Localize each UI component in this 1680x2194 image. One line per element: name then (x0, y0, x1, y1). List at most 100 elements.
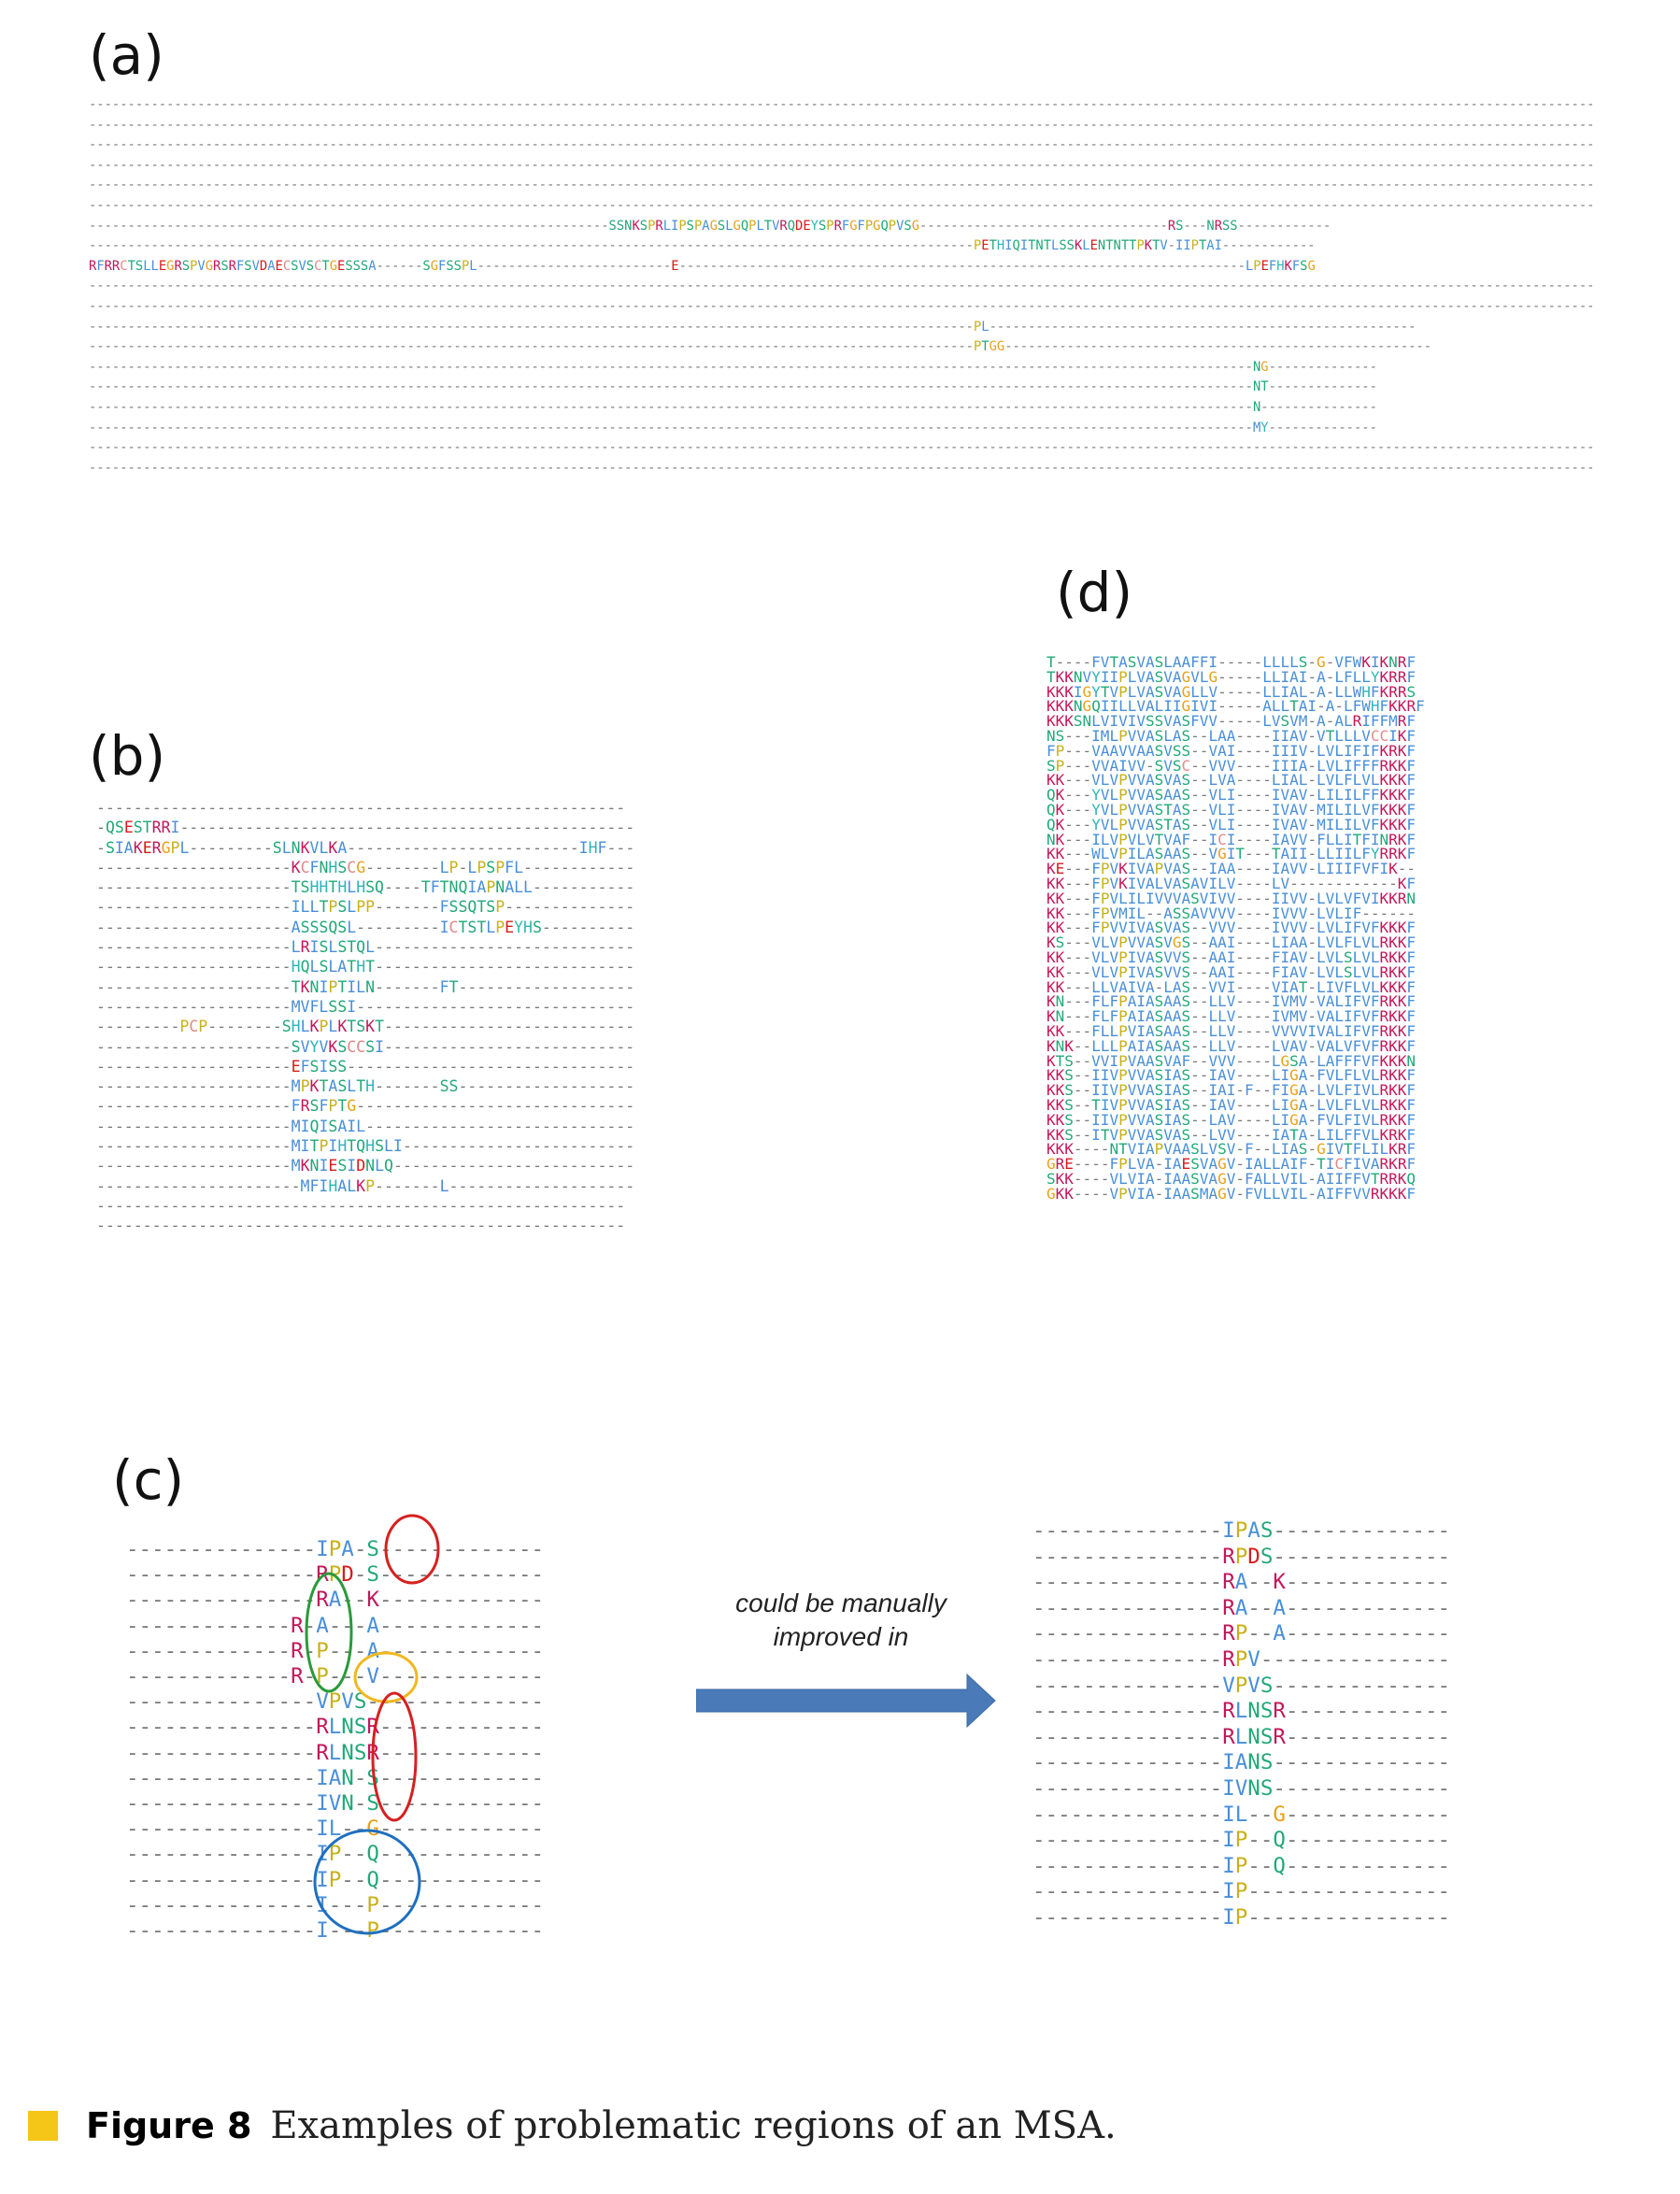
msa-row: ---------------RA--A------------- (1032, 1595, 1451, 1620)
msa-row: NK---ILVPVLVTVAF--ICI----IAVV-FLLITFINRK… (1046, 832, 1417, 848)
msa-row: ---------------------MITPIHTQHSLI-------… (96, 1137, 635, 1156)
msa-row: ---------------RA--K------------- (1032, 1570, 1451, 1595)
panel-label-d: (d) (1056, 561, 1133, 624)
msa-row: ----------------------------------------… (89, 157, 1595, 173)
panel-label-a: (a) (89, 23, 164, 87)
annotation-line-2: improved in (773, 1622, 909, 1651)
msa-row: KKS--IIVPVVASIAS--LAV----LIGA-FVLFIVLRKK… (1046, 1112, 1417, 1128)
msa-row: ---------------RLNSR------------- (126, 1715, 545, 1740)
msa-row: ----------------------------------------… (89, 399, 1377, 415)
msa-row: FP---VAAVVAASVSS--VAI----IIIV-LVLIFIFKRK… (1046, 743, 1417, 759)
caption-text: Examples of problematic regions of an MS… (270, 2104, 1117, 2147)
msa-row: -------------R-P---A------------- (126, 1638, 545, 1663)
msa-row: ----------------------------------------… (89, 379, 1377, 395)
msa-row: ---------------------MVFLSSI------------… (96, 997, 635, 1016)
msa-row: -------------R-P---V------------- (126, 1664, 545, 1689)
msa-row: ---------------RA--K------------- (126, 1588, 545, 1613)
msa-row: ---------------VPVS-------------- (1032, 1673, 1451, 1698)
msa-row: KK---WLVPILASAAS--VGIT---TAII-LLIILFYRRK… (1046, 847, 1417, 862)
msa-panel-c-after: ---------------IPAS-------------- -------… (1032, 1518, 1528, 1931)
msa-row: ---------------VPVS-------------- (126, 1689, 545, 1715)
msa-row: KKKIGYTVPLVASVAGLLV-----LLIAL-A-LLWHFKRR… (1046, 684, 1417, 700)
annotation-line-1: could be manually (735, 1589, 947, 1617)
msa-row: ---------------IPA-S------------- (126, 1537, 545, 1561)
msa-row: ---------------IP--Q------------- (1032, 1828, 1451, 1853)
msa-row: ---------------------KCFNHSCG--------LP-… (96, 858, 635, 876)
msa-row: T----FVTASVASLAAFFI-----LLLLS-G-VFWKIKNR… (1046, 655, 1417, 670)
msa-row: ---------------IANS-------------- (1032, 1750, 1451, 1775)
msa-row: ---------------IAN-S------------- (126, 1765, 545, 1790)
msa-row: ---------------IP--Q------------- (126, 1842, 545, 1867)
msa-panel-c-before: ---------------IPA-S------------- -------… (126, 1537, 631, 1944)
msa-row: ---------------------EFSISS-------------… (96, 1057, 635, 1076)
msa-row: ---------------RP--A------------- (1032, 1621, 1451, 1646)
msa-row: -SIAKERGPL---------SLNKVLKA-------------… (96, 838, 635, 857)
msa-row: ---------------IL--G------------- (126, 1816, 545, 1842)
msa-row: ----------------------------------------… (89, 420, 1377, 435)
msa-row: SKK----VLVIA-IAASVAGV-FALLVIL-AIIFFVTRRK… (1046, 1171, 1417, 1187)
msa-row: ----------------------------------------… (89, 218, 1331, 234)
msa-row: KK---FLLPVIASAAS--LLV----VVVVIVALIFVFRKK… (1046, 1023, 1417, 1039)
msa-row: ----------------------------------------… (89, 97, 1595, 112)
msa-row: RFRRCTSLLEGRSPVGRSRFSVDAECSVSCTGESSSA---… (89, 258, 1316, 274)
msa-row: QK---YVLPVVASTAS--VLI----IVAV-MILILVFKKK… (1046, 817, 1417, 833)
msa-row: KK---VLVPVVASVAS--LVA----LIAL-LVLFLVLKKK… (1046, 773, 1417, 789)
msa-row: ----------------------------------------… (89, 117, 1595, 133)
msa-row: ---------------RPDS-------------- (1032, 1544, 1451, 1569)
msa-row: ---------------IVNS-------------- (1032, 1775, 1451, 1801)
msa-row: GRE----FPLVA-IAESVAGV-IALLAIF-TICFIVARKR… (1046, 1157, 1417, 1172)
msa-row: KK---LLVAIVA-LAS--VVI----VIAT-LIVFLVLKKK… (1046, 979, 1417, 995)
msa-row: KKS--ITVPVVASVAS--LVV----IATA-LILFFVLKRK… (1046, 1127, 1417, 1143)
msa-row: ---------------------ASSSQSL---------ICT… (96, 918, 635, 936)
msa-row: ---------------RLNSR------------- (1032, 1699, 1451, 1724)
msa-row: ---------------IPAS-------------- (1032, 1518, 1451, 1543)
msa-row: GKK----VPVIA-IAASMAGV-FVLLVIL-AIFFVVRKKK… (1046, 1186, 1417, 1202)
msa-row: ---------------------TSHHTHLHSQ----TFTNQ… (96, 878, 635, 897)
msa-row: KN---FLFPAIASAAS--LLV----IVMV-VALIFVFRKK… (1046, 994, 1417, 1010)
msa-row: ----------------------------------------… (89, 178, 1595, 193)
caption-marker (28, 2111, 58, 2141)
msa-row: ----------------------------------------… (89, 238, 1316, 254)
msa-row: ----------------------------------------… (89, 319, 1417, 335)
panel-label-b: (b) (89, 724, 166, 788)
msa-row: ---------------RPD-S------------- (126, 1562, 545, 1588)
msa-row: ---------------IP---------------- (1032, 1879, 1451, 1904)
msa-row: ----------------------------------------… (89, 440, 1595, 456)
msa-row: ----------------------MFIHALKP-------L--… (96, 1176, 635, 1195)
msa-row: KKS--IIVPVVASIAS--IAV----LIGA-FVLFLVLRKK… (1046, 1068, 1417, 1084)
msa-row: KE---FPVKIVAPVAS--IAA----IAVV-LIIIFVFIK-… (1046, 862, 1417, 876)
msa-row: -------------R-A---A------------- (126, 1613, 545, 1638)
msa-row: ----------------------------------------… (96, 1196, 626, 1215)
msa-row: TKKNVYIIPLVASVAGVLG-----LLIAI-A-LFLLYKRR… (1046, 669, 1417, 685)
msa-row: ----------------------------------------… (89, 298, 1595, 314)
msa-row: ---------------IP--Q------------- (1032, 1853, 1451, 1878)
msa-row: ---------------------SVYVKSCCSI---------… (96, 1037, 635, 1056)
msa-row: ---------------------HQLSLATHT----------… (96, 958, 635, 976)
msa-row: ---------------RPV--------------- (1032, 1646, 1451, 1672)
msa-row: ---------------------MPKTASLTH-------SS-… (96, 1077, 635, 1096)
msa-row: ---------PCP--------SHLKPLKTSKT---------… (96, 1018, 635, 1036)
msa-row: ----------------------------------------… (96, 1217, 626, 1235)
msa-row: ---------------RLNSR------------- (126, 1740, 545, 1765)
msa-row: NS---IMLPVVASLAS--LAA----IIAV-VTLLLVCCIK… (1046, 728, 1417, 744)
msa-row: KKKNGQIILLVALIIGIVI-----ALLTAI-A-LFWHFKK… (1046, 699, 1425, 715)
msa-row: ----------------------------------------… (89, 137, 1595, 153)
msa-row: KKS--TIVPVVASIAS--IAV----LIGA-LVLFLVLRKK… (1046, 1097, 1417, 1113)
msa-row: KTS--VVIPVAASVAF--VVV----LGSA-LAFFFVFKKK… (1046, 1053, 1417, 1069)
msa-row: ----------------------------------------… (89, 359, 1377, 375)
msa-row: ---------------IP--Q------------- (126, 1867, 545, 1892)
msa-row: ---------------I---P------------- (126, 1892, 545, 1917)
msa-row: ---------------------ILLTPSLPP-------FSS… (96, 898, 635, 917)
msa-row: KS---VLVPVVASVGS--AAI----LIAA-LVLFLVLRKK… (1046, 935, 1417, 950)
msa-panel-b: ----------------------------------------… (96, 798, 788, 1236)
msa-row: KKK----NTVIAPVAASLVSV-F--LIAS-GIVTFLILKR… (1046, 1142, 1417, 1158)
msa-row: ----------------------------------------… (96, 799, 626, 817)
msa-row: -QSESTRRI-------------------------------… (96, 819, 635, 837)
msa-row: KNK--LLLPAIASAAS--LLV----LVAV-VALVFVFRKK… (1046, 1038, 1417, 1054)
msa-row: QK---YVLPVVASAAS--VLI----IVAV-LILILFFKKK… (1046, 788, 1417, 803)
msa-row: ---------------------MIQISAIL-----------… (96, 1117, 635, 1135)
msa-row: KK---VLVPIVASVVS--AAI----FIAV-LVLSLVLRKK… (1046, 964, 1417, 980)
msa-row: ---------------------LRISLSTQL----------… (96, 938, 635, 957)
msa-row: ---------------------MKNIESIDNLQ--------… (96, 1157, 635, 1175)
arrow-icon (696, 1673, 996, 1729)
